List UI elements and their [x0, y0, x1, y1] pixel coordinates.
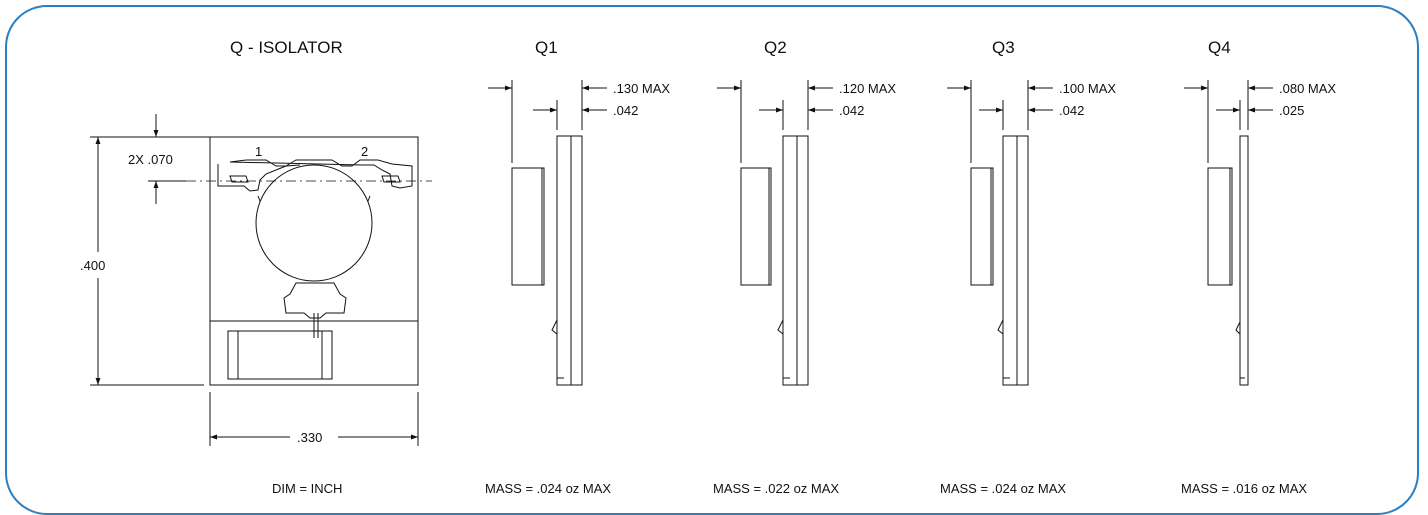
lead-tab — [551, 319, 564, 379]
substrate-plate — [1239, 135, 1249, 386]
side-view-q4: Q4 .080 MAX .025 MASS = .016 oz MAX — [1181, 38, 1336, 496]
lead-tab — [777, 319, 790, 379]
width-dimension-label: .330 — [297, 430, 322, 445]
main-view: Q - ISOLATOR 1 2 — [80, 38, 432, 496]
max-thickness-label: .100 MAX — [1059, 81, 1116, 96]
hole-dimension-label: 2X .070 — [128, 152, 173, 167]
top-contact-profile — [217, 159, 413, 192]
pin-label-1: 1 — [255, 144, 262, 159]
units-note: DIM = INCH — [272, 481, 342, 496]
component-block — [740, 167, 772, 286]
drawing-svg: Q - ISOLATOR 1 2 — [80, 38, 1336, 496]
pin-label-2: 2 — [361, 144, 368, 159]
side-view-q1: Q1 .130 MAX .042 MASS = .024 oz MAX — [485, 38, 670, 496]
substrate-plate — [782, 135, 809, 386]
max-thickness-label: .130 MAX — [613, 81, 670, 96]
side-view-title: Q3 — [992, 38, 1015, 57]
side-view-title: Q2 — [764, 38, 787, 57]
height-dimension-label: .400 — [80, 258, 105, 273]
component-block — [970, 167, 994, 286]
plate-thickness-label: .042 — [1059, 103, 1084, 118]
side-view-q2: Q2 .120 MAX .042 MASS = .022 oz MAX — [713, 38, 896, 496]
substrate-plate — [1002, 135, 1029, 386]
mass-label: MASS = .024 oz MAX — [940, 481, 1066, 496]
lower-component — [227, 330, 333, 380]
component-block — [511, 167, 545, 286]
side-view-title: Q4 — [1208, 38, 1231, 57]
substrate-plate — [556, 135, 583, 386]
plate-thickness-label: .042 — [613, 103, 638, 118]
mass-label: MASS = .024 oz MAX — [485, 481, 611, 496]
plate-thickness-label: .025 — [1279, 103, 1304, 118]
mass-label: MASS = .016 oz MAX — [1181, 481, 1307, 496]
max-thickness-label: .080 MAX — [1279, 81, 1336, 96]
main-view-title: Q - ISOLATOR — [230, 38, 343, 57]
isolator-body-outline — [209, 136, 419, 386]
top-contact-slots — [229, 175, 401, 207]
component-block — [1207, 167, 1233, 286]
side-view-title: Q1 — [535, 38, 558, 57]
lead-tab — [997, 319, 1010, 379]
drawing-canvas: Q - ISOLATOR 1 2 — [5, 5, 1419, 515]
lead-tab — [1235, 321, 1245, 379]
center-disc — [255, 164, 373, 282]
side-view-q3: Q3 .100 MAX .042 MASS = .024 oz MAX — [940, 38, 1116, 496]
mass-label: MASS = .022 oz MAX — [713, 481, 839, 496]
lower-pedestal — [283, 282, 347, 319]
max-thickness-label: .120 MAX — [839, 81, 896, 96]
plate-thickness-label: .042 — [839, 103, 864, 118]
